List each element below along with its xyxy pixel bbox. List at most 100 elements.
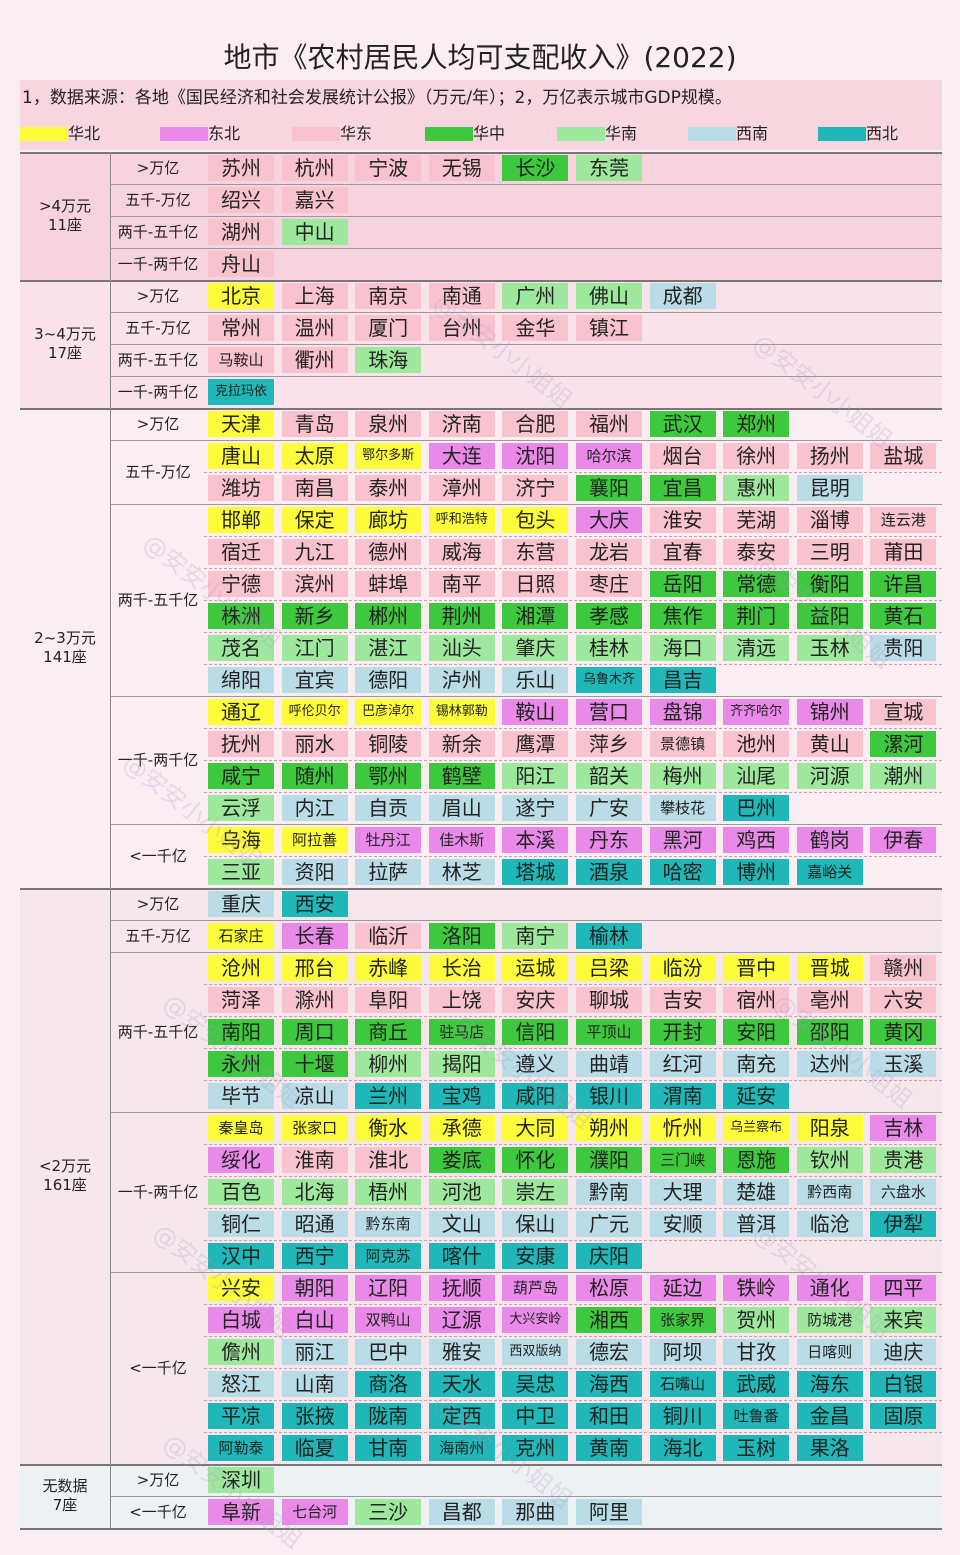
subgroup-divider bbox=[110, 248, 942, 249]
city-cell: 荆门 bbox=[723, 603, 790, 629]
city-cell: 六盘水 bbox=[870, 1179, 937, 1205]
gdp-tier-label: 五千-万亿 bbox=[125, 463, 191, 481]
subgroup-divider bbox=[110, 312, 942, 313]
city-cell: 临汾 bbox=[649, 955, 716, 981]
city-cell: 新余 bbox=[428, 731, 495, 757]
city-cell: 昌吉 bbox=[649, 667, 716, 693]
city-count: 11座 bbox=[47, 216, 83, 234]
income-group-label: 2~3万元 141座 bbox=[20, 629, 110, 667]
city-cell: 嘉峪关 bbox=[796, 859, 863, 885]
city-cell: 乌鲁木齐 bbox=[576, 667, 642, 693]
city-cell: 丽江 bbox=[281, 1339, 348, 1365]
city-cell: 延边 bbox=[649, 1275, 716, 1301]
city-cell: 马鞍山 bbox=[208, 347, 274, 373]
city-cell: 六安 bbox=[870, 987, 937, 1013]
city-cell: 朝阳 bbox=[281, 1275, 348, 1301]
city-cell: 厦门 bbox=[355, 315, 422, 341]
row-divider bbox=[204, 984, 942, 985]
city-cell: 通化 bbox=[796, 1275, 863, 1301]
gdp-tier-label: 两千-五千亿 bbox=[117, 1023, 199, 1041]
city-cell: 丽水 bbox=[281, 731, 348, 757]
city-cell: 中山 bbox=[281, 219, 348, 245]
legend-swatch bbox=[425, 127, 473, 141]
city-cell: 武威 bbox=[723, 1371, 790, 1397]
city-cell: 连云港 bbox=[870, 507, 937, 533]
city-cell: 黄冈 bbox=[870, 1019, 937, 1045]
city-cell: 临沂 bbox=[355, 923, 422, 949]
city-cell: 德阳 bbox=[355, 667, 422, 693]
row-divider bbox=[204, 1080, 942, 1081]
city-cell: 十堰 bbox=[281, 1051, 348, 1077]
city-cell: 南平 bbox=[428, 571, 495, 597]
city-cell: 玉林 bbox=[796, 635, 863, 661]
subgroup-divider bbox=[110, 344, 942, 345]
city-count: 141座 bbox=[43, 648, 87, 666]
city-cell: 亳州 bbox=[796, 987, 863, 1013]
city-cell: 西双版纳 bbox=[502, 1339, 569, 1365]
city-cell: 海口 bbox=[649, 635, 716, 661]
city-cell: 舟山 bbox=[208, 251, 274, 277]
city-cell: 焦作 bbox=[649, 603, 716, 629]
city-cell: 北京 bbox=[208, 283, 274, 309]
city-cell: 鄂尔多斯 bbox=[355, 443, 422, 469]
city-cell: 博州 bbox=[723, 859, 790, 885]
city-cell: 阿克苏 bbox=[355, 1243, 422, 1269]
city-cell: 驻马店 bbox=[428, 1019, 495, 1045]
city-cell: 宁波 bbox=[355, 155, 422, 181]
city-cell: 湖州 bbox=[208, 219, 274, 245]
city-count: 7座 bbox=[52, 1496, 78, 1514]
city-cell: 上饶 bbox=[428, 987, 495, 1013]
city-cell: 淮北 bbox=[355, 1147, 422, 1173]
city-cell: 白银 bbox=[870, 1371, 937, 1397]
city-cell: 宜昌 bbox=[649, 475, 716, 501]
city-cell: 淄博 bbox=[796, 507, 863, 533]
city-cell: 赤峰 bbox=[355, 955, 422, 981]
row-divider bbox=[204, 1048, 942, 1049]
city-cell: 商洛 bbox=[355, 1371, 422, 1397]
city-cell: 银川 bbox=[576, 1083, 642, 1109]
gdp-tier-label: 五千-万亿 bbox=[125, 927, 191, 945]
city-cell: 莆田 bbox=[870, 539, 937, 565]
city-cell: 海西 bbox=[576, 1371, 642, 1397]
city-cell: 三亚 bbox=[208, 859, 274, 885]
city-cell: 肇庆 bbox=[502, 635, 569, 661]
city-cell: 忻州 bbox=[649, 1115, 716, 1141]
city-cell: 石家庄 bbox=[208, 923, 274, 949]
city-cell: 景德镇 bbox=[649, 731, 716, 757]
city-cell: 阳泉 bbox=[796, 1115, 863, 1141]
city-cell: 西宁 bbox=[281, 1243, 348, 1269]
city-cell: 呼伦贝尔 bbox=[281, 699, 348, 725]
city-cell: 广安 bbox=[576, 795, 642, 821]
city-cell: 百色 bbox=[208, 1179, 274, 1205]
city-cell: 衡阳 bbox=[796, 571, 863, 597]
city-cell: 武汉 bbox=[649, 411, 716, 437]
city-cell: 鹰潭 bbox=[502, 731, 569, 757]
city-cell: 和田 bbox=[576, 1403, 642, 1429]
city-cell: 开封 bbox=[649, 1019, 716, 1045]
city-cell: 重庆 bbox=[208, 891, 274, 917]
city-count: 17座 bbox=[47, 344, 83, 362]
city-cell: 成都 bbox=[649, 283, 716, 309]
city-cell: 唐山 bbox=[208, 443, 274, 469]
city-cell: 塔城 bbox=[502, 859, 569, 885]
city-cell: 甘南 bbox=[355, 1435, 422, 1461]
city-cell: 湛江 bbox=[355, 635, 422, 661]
city-cell: 日照 bbox=[502, 571, 569, 597]
city-cell: 吐鲁番 bbox=[723, 1403, 790, 1429]
subgroup-divider bbox=[110, 1272, 942, 1273]
group-divider bbox=[20, 280, 942, 282]
city-cell: 济南 bbox=[428, 411, 495, 437]
city-cell: 大同 bbox=[502, 1115, 569, 1141]
city-cell: 青岛 bbox=[281, 411, 348, 437]
city-cell: 潍坊 bbox=[208, 475, 274, 501]
city-cell: 怒江 bbox=[208, 1371, 274, 1397]
city-cell: 柳州 bbox=[355, 1051, 422, 1077]
city-cell: 临沧 bbox=[796, 1211, 863, 1237]
city-cell: 铁岭 bbox=[723, 1275, 790, 1301]
city-cell: 巴彦淖尔 bbox=[355, 699, 422, 725]
city-cell: 凉山 bbox=[281, 1083, 348, 1109]
city-cell: 鞍山 bbox=[502, 699, 569, 725]
city-cell: 杭州 bbox=[281, 155, 348, 181]
city-cell: 新乡 bbox=[281, 603, 348, 629]
city-cell: 北海 bbox=[281, 1179, 348, 1205]
